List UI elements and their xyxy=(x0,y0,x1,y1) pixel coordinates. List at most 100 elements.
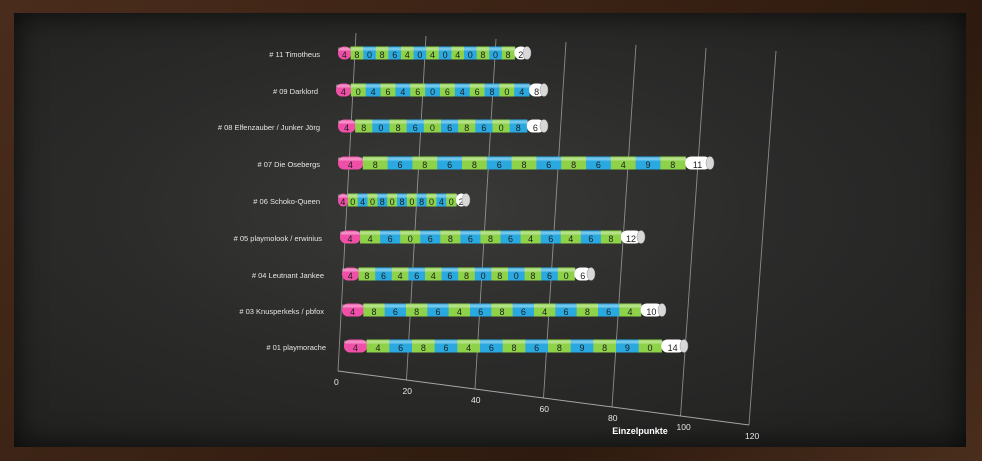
bar-segment xyxy=(489,46,503,60)
bar-segment xyxy=(389,119,408,133)
bar-segment xyxy=(454,83,471,97)
bar-segment xyxy=(413,46,427,60)
bar-segment-highlight xyxy=(441,120,459,124)
bar-segment xyxy=(375,46,389,60)
bar-segment-label: 11 xyxy=(693,160,702,170)
bar-segment-highlight xyxy=(640,304,663,308)
bar-segment xyxy=(426,46,440,60)
bar-segment-label: 4 xyxy=(457,307,462,317)
bar-segment-highlight xyxy=(358,268,376,272)
bar-segment-label: 8 xyxy=(464,271,469,281)
bar-segment-highlight xyxy=(635,157,661,161)
bar-segment xyxy=(508,267,526,281)
bar-segment-label: 8 xyxy=(534,87,539,97)
bar-segment xyxy=(357,193,369,207)
bar-end-cap xyxy=(679,339,689,353)
bar-segment xyxy=(437,156,463,170)
bar-segment xyxy=(438,46,452,60)
bar-segment xyxy=(520,230,542,244)
bar-segment-label: 6 xyxy=(588,234,593,244)
bar-segment-highlight xyxy=(534,304,556,308)
bar-row: # 03 Knusperkeks / pbfox 4 8 6 8 6 4 6 8 6 4 6 8 6 4 10 xyxy=(239,303,667,317)
bar-segment xyxy=(338,193,349,207)
bar-segment-highlight xyxy=(389,340,413,344)
category-label: # 06 Schoko-Queen xyxy=(253,197,320,206)
bar-segment-label: 4 xyxy=(542,307,547,317)
bar-segment-label: 6 xyxy=(445,87,450,97)
bar-segment xyxy=(540,230,562,244)
bar-segment-label: 8 xyxy=(480,50,485,60)
bar-segment-highlight xyxy=(464,47,478,51)
bar-segment xyxy=(440,230,461,244)
bar-segment-highlight xyxy=(514,84,530,88)
bar-segment xyxy=(620,230,642,244)
bar-segment-highlight xyxy=(500,231,522,235)
bar-segment xyxy=(458,119,476,133)
bar-segment-highlight xyxy=(492,120,511,124)
bar-segment-highlight xyxy=(391,268,409,272)
bar-row: # 05 playmolook / erwinius 4 4 6 0 6 8 6 8 6 4 6 4 6 8… xyxy=(234,230,646,244)
bar-segment-highlight xyxy=(363,47,377,51)
bar-row: # 01 playmorache 4 4 6 8 6 4 6 8 6 8 9 8 9 0 14 xyxy=(266,339,689,353)
bar-end-cap xyxy=(539,119,549,133)
bar-segment-highlight xyxy=(509,120,528,124)
bar-segment-label: 8 xyxy=(396,123,401,133)
bar-segment-highlight xyxy=(610,157,637,161)
bar-segment xyxy=(464,46,478,60)
bar-segment-highlight xyxy=(541,268,559,272)
category-label: # 08 Elfenzauber / Junker Jörg xyxy=(218,123,320,132)
bar-segment-highlight xyxy=(350,47,364,51)
bar-segment xyxy=(397,193,408,207)
bar-segment-label: 4 xyxy=(341,87,346,97)
bar-segment-label: 0 xyxy=(499,123,504,133)
bar-segment-highlight xyxy=(557,268,575,272)
bar-row: # 11 Timotheus 4 8 0 8 6 4 0 4 0 4 0 8 0 8 2 xyxy=(269,46,532,60)
bar-segment xyxy=(336,83,352,97)
bar-segment xyxy=(600,230,622,244)
bar-segment xyxy=(514,83,530,97)
bar-segment-label: 8 xyxy=(506,50,511,60)
bar-segment-label: 4 xyxy=(405,50,410,60)
bar-segment xyxy=(391,267,409,281)
bar-segment-label: 4 xyxy=(455,50,460,60)
bar-segment-label: 8 xyxy=(419,197,424,207)
x-tick-label: 100 xyxy=(677,422,691,432)
x-axis-line xyxy=(337,370,750,426)
bar-segment xyxy=(342,267,360,281)
bar-segment-label: 4 xyxy=(439,197,444,207)
bar-segment-label: 8 xyxy=(464,123,469,133)
bar-segment-highlight xyxy=(357,194,369,198)
bar-segment-highlight xyxy=(375,268,393,272)
bar-segment-label: 12 xyxy=(626,234,636,244)
bar-segment-highlight xyxy=(489,47,503,51)
bar-segment-label: 9 xyxy=(579,343,584,353)
bar-segment xyxy=(616,339,640,353)
bar-segment-highlight xyxy=(426,194,437,198)
bar-segment xyxy=(360,230,381,244)
bar-segment-highlight xyxy=(380,84,396,88)
bar-segment-highlight xyxy=(512,304,535,308)
bar-segment xyxy=(412,339,436,353)
bar-segment xyxy=(400,230,421,244)
bar-segment-highlight xyxy=(412,340,436,344)
bar-end-cap xyxy=(461,193,471,207)
bar-segment-highlight xyxy=(436,194,447,198)
gridline xyxy=(680,47,707,417)
bar-segment xyxy=(457,339,481,353)
bar-segment-label: 8 xyxy=(422,160,427,170)
bar-segment-label: 4 xyxy=(371,87,376,97)
bar-segment-label: 0 xyxy=(514,271,519,281)
bar-segment-label: 6 xyxy=(489,343,494,353)
bar-segment-highlight xyxy=(511,157,537,161)
bar-segment-label: 6 xyxy=(508,234,513,244)
bar-segment-highlight xyxy=(437,157,463,161)
bar-segment xyxy=(380,83,396,97)
bar-segment-label: 8 xyxy=(364,271,369,281)
bar-segment xyxy=(511,156,537,170)
bar-segment-highlight xyxy=(661,340,685,344)
category-label: # 03 Knusperkeks / pbfox xyxy=(239,307,324,316)
bar-segment-label: 6 xyxy=(497,160,502,170)
bar-segment-label: 14 xyxy=(668,343,678,353)
bar-segment xyxy=(499,83,515,97)
